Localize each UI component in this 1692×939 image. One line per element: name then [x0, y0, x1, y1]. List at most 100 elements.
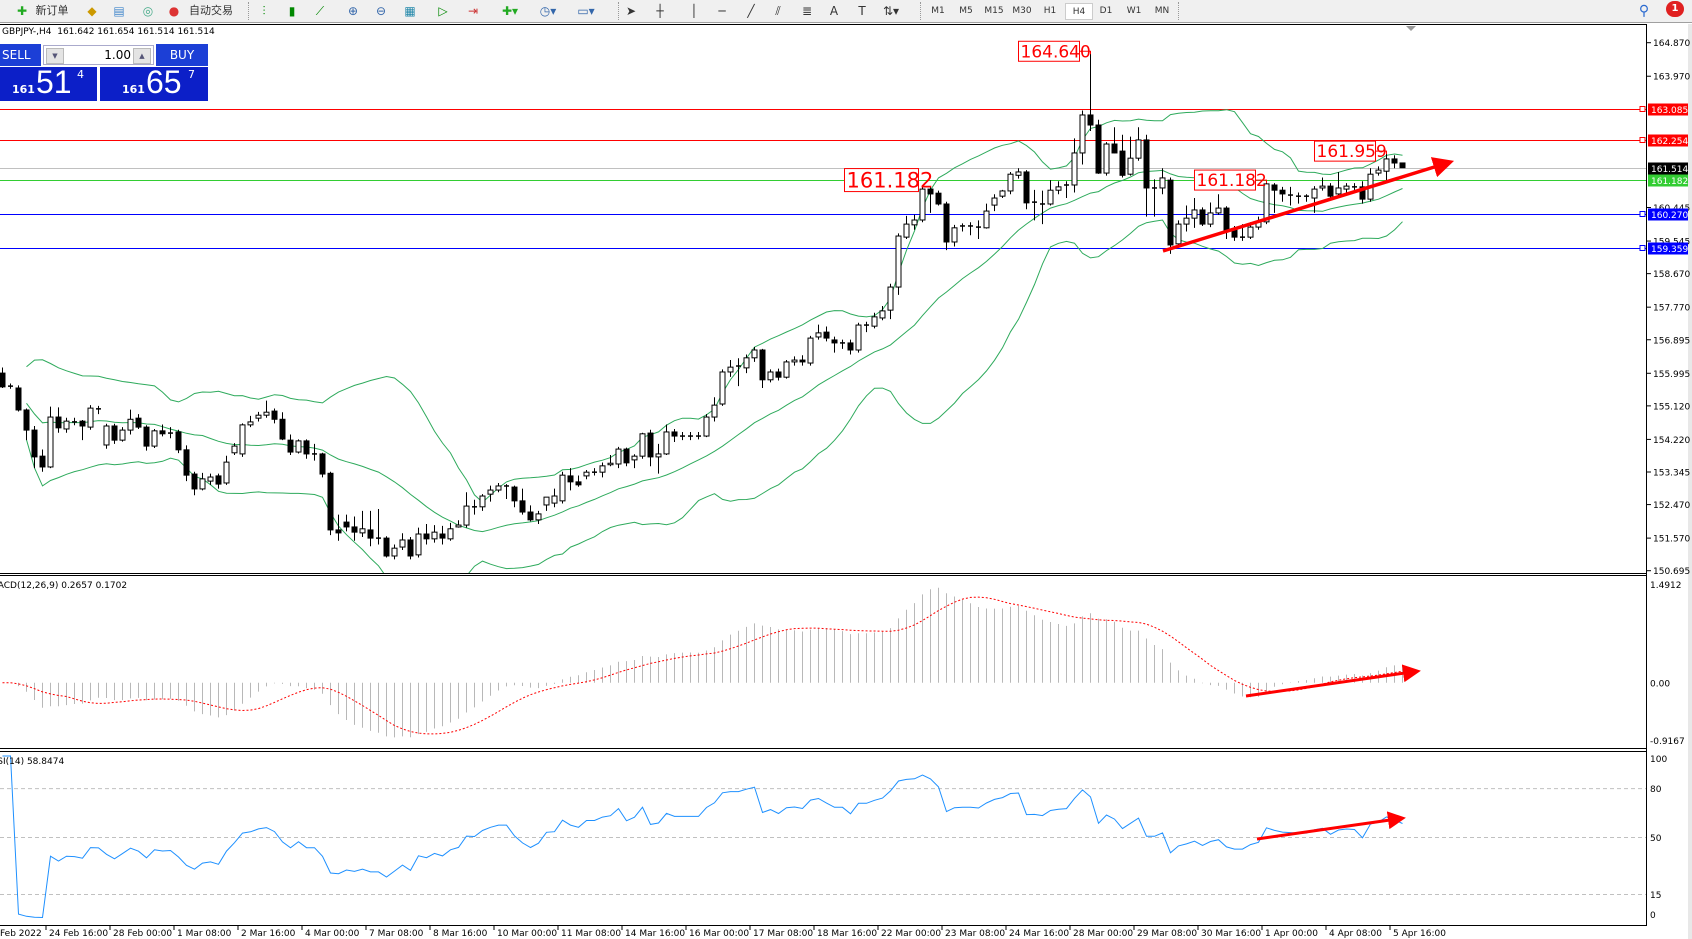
notification-badge[interactable]: 1 — [1666, 1, 1684, 17]
candle-body-bullish — [455, 524, 462, 528]
timeframe-h4[interactable]: H4 — [1065, 3, 1093, 20]
lot-increase-button[interactable]: ▲ — [133, 48, 151, 64]
price-line-label-bg — [1648, 134, 1688, 147]
arrows-icon[interactable]: ⇅▾ — [882, 4, 900, 18]
timeframe-m15[interactable]: M15 — [984, 6, 1004, 16]
navigator-icon[interactable]: ◎ — [142, 4, 154, 18]
market-watch-icon[interactable]: ◆ — [87, 4, 97, 18]
candle — [55, 407, 62, 433]
bid-price[interactable]: 161 51 4 — [0, 64, 97, 101]
rsi-tick-label: 15 — [1650, 891, 1661, 901]
candle — [31, 425, 38, 469]
lot-decrease-button[interactable]: ▼ — [46, 48, 64, 64]
price-label-text: 164.640 — [1021, 42, 1091, 62]
candle-body-bearish — [343, 521, 350, 528]
price-tick-label: 152.470 — [1653, 501, 1690, 511]
data-window-icon[interactable]: ▤ — [113, 4, 125, 18]
crosshair-icon[interactable]: ┼ — [656, 4, 664, 18]
timeframe-mn[interactable]: MN — [1154, 6, 1170, 16]
candle — [303, 439, 310, 459]
zoom-out-icon[interactable]: ⊖ — [375, 4, 387, 18]
candle-body-bullish — [743, 357, 750, 369]
cursor-icon[interactable]: ➤ — [625, 4, 637, 18]
timeframe-d1[interactable]: D1 — [1099, 6, 1113, 16]
candle — [215, 473, 222, 489]
timeframe-m1[interactable]: M1 — [931, 6, 945, 16]
tile-windows-icon[interactable]: ▦ — [404, 4, 416, 18]
candle-body-bearish — [79, 420, 86, 427]
trendline-icon[interactable]: ╱ — [747, 4, 755, 18]
price-line-label-bg — [1648, 242, 1688, 255]
timeframe-w1[interactable]: W1 — [1126, 6, 1142, 16]
candle — [1095, 119, 1102, 174]
macd-pane — [2, 587, 1403, 738]
candle — [815, 324, 822, 340]
text-label-icon[interactable]: T — [858, 4, 866, 18]
chart-shift-marker[interactable] — [1406, 26, 1416, 31]
fibonacci-icon[interactable]: ≣ — [801, 4, 813, 18]
candle — [1040, 190, 1045, 225]
templates-icon[interactable]: ▭▾ — [577, 4, 595, 18]
line-chart-icon[interactable]: ⟋ — [315, 4, 325, 18]
candle — [351, 516, 358, 541]
timeframe-m5[interactable]: M5 — [959, 6, 973, 16]
new-order-button[interactable]: 新订单 — [35, 4, 69, 17]
candle — [592, 468, 597, 476]
ask-price[interactable]: 161 65 7 — [100, 64, 208, 101]
candle — [1375, 166, 1382, 176]
candle-body-bullish — [1015, 171, 1022, 176]
candle-body-bearish — [927, 188, 934, 195]
time-tick-label: 28 Feb 00:00 — [113, 929, 172, 939]
auto-scroll-icon[interactable]: ▷ — [438, 4, 448, 18]
zoom-in-icon[interactable]: ⊕ — [347, 4, 359, 18]
chart-shift-icon[interactable]: ⇥ — [467, 4, 479, 18]
equidistant-channel-icon[interactable]: ⫽ — [775, 4, 781, 18]
candle — [159, 424, 166, 437]
candle — [639, 432, 646, 459]
lot-size-input[interactable]: ▼ 1.00 ▲ — [43, 45, 154, 65]
candle — [855, 322, 862, 353]
candle — [72, 417, 77, 426]
candle — [1055, 181, 1062, 195]
candle-body-bullish — [991, 197, 998, 206]
periods-icon[interactable]: ◷▾ — [539, 4, 557, 18]
candle — [39, 449, 46, 472]
indicators-icon[interactable]: ✚▾ — [501, 4, 519, 18]
candle — [367, 510, 374, 547]
candle — [527, 505, 534, 522]
candle — [335, 514, 342, 541]
sell-button[interactable]: SELL — [0, 44, 41, 66]
candle-body-bullish — [1103, 143, 1110, 174]
text-icon[interactable]: A — [829, 4, 839, 18]
time-tick-label: 11 Mar 08:00 — [561, 929, 621, 939]
timeframe-m30[interactable]: M30 — [1012, 6, 1032, 16]
candle-body-bullish — [887, 286, 894, 311]
candle — [631, 454, 638, 469]
auto-trading-icon[interactable]: ● — [168, 4, 180, 18]
vertical-line-icon[interactable]: │ — [690, 4, 698, 18]
candle — [751, 347, 758, 362]
price-label-box — [844, 168, 919, 193]
search-icon[interactable]: ⚲ — [1638, 3, 1650, 19]
candle — [1047, 180, 1054, 206]
auto-trading-button[interactable]: 自动交易 — [189, 4, 233, 17]
macd-tick-label: 1.4912 — [1650, 581, 1682, 591]
buy-button[interactable]: BUY — [156, 44, 208, 66]
candle — [743, 354, 750, 374]
bar-chart-icon[interactable]: ⫶ — [262, 4, 266, 18]
trendline-arrow[interactable] — [1162, 157, 1455, 253]
candle-body-bullish — [447, 528, 454, 540]
timeframe-h1[interactable]: H1 — [1043, 6, 1057, 16]
horizontal-line-icon[interactable]: ─ — [718, 4, 726, 18]
candle-body-bullish — [391, 547, 398, 557]
macd-trend-arrow[interactable] — [1245, 664, 1421, 698]
candle — [1288, 186, 1293, 206]
rsi-trend-arrow[interactable] — [1256, 811, 1406, 841]
new-order-icon[interactable]: ✚ — [16, 4, 28, 18]
candle-body-bullish — [719, 371, 726, 405]
candle-body-bullish — [1191, 209, 1198, 219]
candle — [759, 348, 766, 388]
candle-body-bearish — [143, 426, 150, 447]
candlestick-icon[interactable]: ▮ — [288, 4, 296, 18]
